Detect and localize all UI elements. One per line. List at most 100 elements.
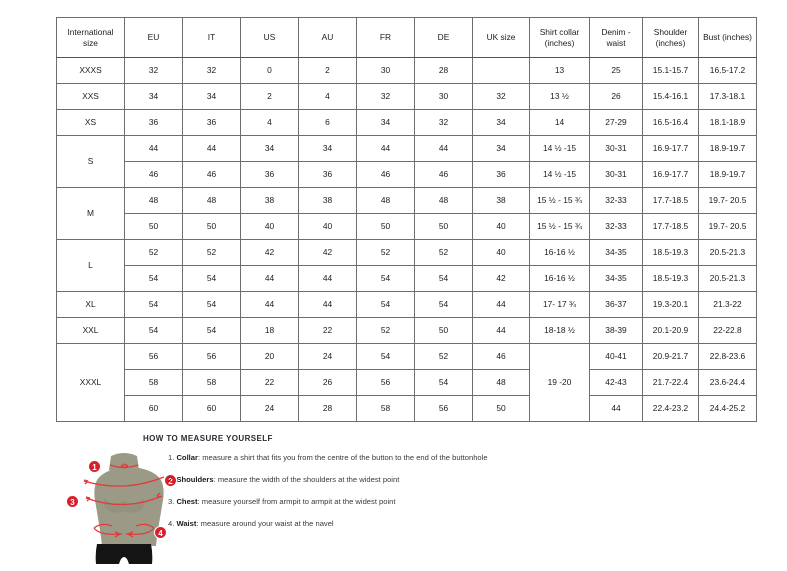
cell-denim-waist: 34-35 [589,239,643,266]
instruction-label: Shoulders [176,475,214,485]
cell-shirt-collar: 17- 17 ¾ [529,291,590,318]
cell-fr: 54 [356,343,415,370]
col-header-denim-waist: Denim - waist [589,17,643,58]
cell-au: 4 [298,83,357,110]
arrow-waist-curves [93,523,155,529]
cell-shoulder: 17.7-18.5 [642,213,699,240]
instruction-text: : measure around your waist at the navel [196,519,334,529]
instruction-number: 2. [168,475,177,485]
cell-eu: 56 [124,343,183,370]
table-row: XXS 34 34 2 4 32 30 32 13 ½ 26 15.4-16.1 17.3-18.1 [56,83,757,110]
cell-uk-size: 36 [472,161,530,188]
cell-de: 32 [414,109,473,136]
cell-eu: 32 [124,57,183,84]
measure-instructions-list: 1. Collar: measure a shirt that fits you… [168,454,728,542]
cell-it: 54 [182,317,241,344]
cell-it: 58 [182,369,241,396]
cell-us: 36 [240,161,299,188]
cell-bust: 24.4-25.2 [698,395,757,422]
measure-instruction-1: 1. Collar: measure a shirt that fits you… [168,454,728,462]
cell-shoulder: 16.9-17.7 [642,161,699,188]
cell-fr: 34 [356,109,415,136]
cell-uk-size: 38 [472,187,530,214]
row-header-international-size: XXXL [56,343,125,422]
cell-us: 18 [240,317,299,344]
measure-instruction-3: 3. Chest: measure yourself from armpit t… [168,498,728,506]
cell-eu: 44 [124,135,183,162]
cell-us: 0 [240,57,299,84]
cell-uk-size: 42 [472,265,530,292]
cell-au: 44 [298,291,357,318]
cell-fr: 56 [356,369,415,396]
table-body: XXXS 32 32 0 2 30 28 13 25 15.1-15.7 16.5-17.2 XXS 3… [56,57,757,422]
cell-bust: 23.6-24.4 [698,369,757,396]
cell-bust: 20.5-21.3 [698,265,757,292]
cell-shoulder: 18.5-19.3 [642,265,699,292]
cell-de: 46 [414,161,473,188]
cell-it: 54 [182,265,241,292]
cell-shirt-collar: 13 [529,57,590,84]
cell-us: 38 [240,187,299,214]
cell-shirt-collar: 14 ½ -15 [529,161,590,188]
arrow-waist-heads [114,531,134,538]
header-line-1: Denim - [601,27,631,37]
mannequin-illustration: 1 2 3 4 [64,448,184,566]
cell-de: 28 [414,57,473,84]
instruction-label: Collar [176,453,198,462]
measure-badge-3: 3 [66,495,79,508]
cell-us: 2 [240,83,299,110]
cell-bust: 21.3-22 [698,291,757,318]
cell-fr: 52 [356,239,415,266]
cell-fr: 54 [356,265,415,292]
cell-shirt-collar: 15 ½ - 15 ¾ [529,187,590,214]
instruction-text: : measure the width of the shoulders at … [213,475,400,485]
cell-shoulder: 20.9-21.7 [642,343,699,370]
arrow-shoulders [83,476,165,487]
cell-uk-size: 40 [472,239,530,266]
cell-uk-size: 40 [472,213,530,240]
cell-de: 50 [414,317,473,344]
cell-denim-waist: 34-35 [589,265,643,292]
how-to-measure-title: HOW TO MEASURE YOURSELF [143,434,273,443]
header-line-2: (inches) [544,37,575,48]
cell-denim-waist: 32-33 [589,213,643,240]
cell-eu: 54 [124,291,183,318]
cell-shirt-collar: 18-18 ½ [529,317,590,344]
cell-bust: 19.7- 20.5 [698,213,757,240]
cell-fr: 50 [356,213,415,240]
row-header-international-size: XXS [56,83,125,110]
col-header-eu: EU [124,17,183,58]
header-line-2: waist [606,37,626,48]
measure-badge-2: 2 [164,474,177,487]
cell-au: 34 [298,135,357,162]
cell-shoulder: 17.7-18.5 [642,187,699,214]
row-header-international-size: XXXS [56,57,125,84]
cell-au: 22 [298,317,357,344]
header-line-1: Shirt collar [539,27,580,37]
cell-de: 54 [414,369,473,396]
cell-shoulder: 16.5-16.4 [642,109,699,136]
table-row: XXXL 56 56 20 24 54 52 46 19 -20 40-41 20.9-21.7 22… [56,343,757,422]
cell-denim-waist: 42-43 [589,369,643,396]
table-row: XL 54 54 44 44 54 54 44 17- 17 ¾ 36-37 19.3-20.1 21… [56,291,757,318]
cell-de: 50 [414,213,473,240]
cell-eu: 52 [124,239,183,266]
cell-shoulder: 20.1-20.9 [642,317,699,344]
cell-shoulder: 21.7-22.4 [642,369,699,396]
arrow-chest [85,495,163,506]
cell-denim-waist: 38-39 [589,317,643,344]
cell-it: 32 [182,57,241,84]
col-header-bust: Bust (inches) [698,17,757,58]
cell-it: 56 [182,343,241,370]
cell-shirt-collar: 14 [529,109,590,136]
cell-eu: 54 [124,317,183,344]
instruction-number: 4. [168,519,177,529]
instruction-number: 3. [168,497,177,507]
cell-shoulder: 19.3-20.1 [642,291,699,318]
cell-eu: 46 [124,161,183,188]
cell-denim-waist: 30-31 [589,135,643,162]
cell-au: 24 [298,343,357,370]
cell-eu: 34 [124,83,183,110]
table-row: 50 50 40 40 50 50 40 15 ½ - 15 ¾ 32-33 17.7-18.5 1… [57,213,757,240]
cell-us: 42 [240,239,299,266]
